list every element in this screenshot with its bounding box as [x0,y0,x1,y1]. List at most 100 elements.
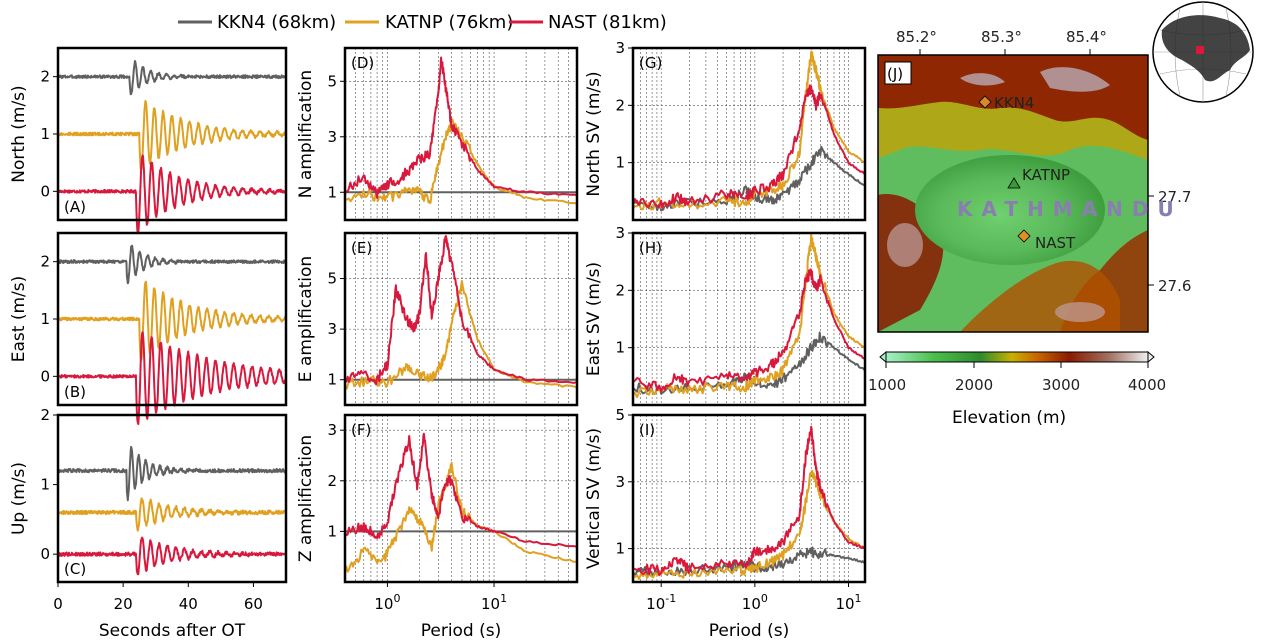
map-panel-label: (J) [887,65,903,83]
x-tick-label: 101 [481,592,507,613]
y-axis-label: East SV (m/s) [584,262,604,376]
legend-label-katnp: KATNP (76km) [385,12,513,33]
x-tick-label: 100 [374,592,400,613]
globe-land [1161,15,1250,82]
y-axis-label: Z amplification [296,435,316,562]
y-tick-label: 2 [615,281,625,299]
y-tick-label: 1 [327,371,337,389]
station-nast: NAST [1017,229,1076,252]
y-axis-label: Vertical SV (m/s) [584,428,604,569]
panel-label: (D) [351,54,374,72]
plot-frame [343,46,579,222]
x-tick-label: 100 [742,592,768,613]
y-tick-label: 3 [327,320,337,338]
y-tick-label: 3 [327,421,337,439]
x-tick-label: 20 [114,595,133,613]
map-southwest-peak [887,223,923,267]
y-axis-label: East (m/s) [9,276,29,363]
station-katnp: KATNP [1007,166,1070,189]
series-line-nast [344,432,578,548]
x-axis-label: Period (s) [709,621,790,641]
y-axis-label: E amplification [296,256,316,382]
panel-b: 0 1 2 (B) East (m/s) [9,231,288,425]
map-panel: 85.2° 85.3° 85.4° 27.7 27.6 (J) KATHMAND… [868,1,1254,428]
y-tick-label: 5 [327,72,337,90]
panel-label: (G) [639,54,662,72]
y-tick-label: 0 [40,182,50,200]
panel-a: 0 1 2 (A) North (m/s) [9,46,288,235]
panel-d: 1 3 5 (D) N amplification [296,46,579,222]
series-line-kkn4 [57,60,287,96]
map-lat-label-2: 27.6 [1158,277,1191,295]
series-line-nast [57,331,287,425]
map-south-peak [1055,302,1105,322]
y-tick-label: 3 [615,224,625,242]
map-lon-label-2: 85.3° [981,28,1022,46]
y-tick-label: 3 [615,39,625,57]
map-panel-label-box [884,61,912,85]
series-line-nast [632,84,866,209]
map-lon-label-1: 85.2° [896,28,937,46]
y-tick-label: 1 [615,154,625,172]
panel-label: (H) [639,239,662,257]
y-tick-label: 1 [40,310,50,328]
plot-frame [631,46,867,222]
panel-f: 1 2 3 100 101 (F) Z amplification Period (s) [296,413,579,641]
y-tick-label: 1 [327,183,337,201]
colorbar-left-extend [879,350,887,364]
panel-label: (F) [351,421,371,439]
colorbar-gradient [885,351,1149,363]
y-axis-label: N amplification [296,70,316,198]
map-frame [877,54,1149,333]
colorbar-tick-label-1: 1000 [868,376,906,394]
y-tick-label: 5 [327,270,337,288]
station-katnp-marker [1007,177,1021,189]
y-tick-label: 0 [40,367,50,385]
panel-e: 1 3 5 (E) E amplification [296,231,579,407]
panel-g: 1 2 3 (G) North SV (m/s) [584,39,867,222]
x-tick-label: 60 [244,595,263,613]
x-axis-label: Period (s) [421,621,502,641]
legend: KKN4 (68km) KATNP (76km) NAST (81km) [178,12,667,33]
y-tick-label: 1 [40,125,50,143]
y-axis-label: North SV (m/s) [584,71,604,196]
elevation-map [878,55,1148,332]
legend-label-kkn4: KKN4 (68km) [217,12,336,33]
series-line-kkn4 [57,244,287,285]
y-tick-label: 1 [615,339,625,357]
y-tick-label: 1 [40,476,50,494]
series-line-nast [632,268,866,393]
station-nast-label: NAST [1035,234,1076,252]
series-line-katnp [57,100,287,171]
plot-frame [343,413,579,584]
series-line-katnp [344,280,578,390]
y-tick-label: 5 [615,406,625,424]
station-nast-marker [1017,229,1031,243]
series-line-nast [344,235,578,386]
legend-item-kkn4: KKN4 (68km) [178,12,336,33]
colorbar-tick-label-2: 2000 [955,376,993,394]
station-kkn4-marker [978,95,992,109]
globe-location-marker [1196,46,1204,54]
y-tick-label: 0 [40,545,50,563]
station-kkn4-label: KKN4 [994,94,1034,112]
x-tick-label: 10-1 [646,592,676,613]
panel-label: (A) [64,198,86,216]
globe-inset [1152,1,1254,103]
colorbar-label: Elevation (m) [952,408,1066,428]
series-line-katnp [632,50,866,211]
series-line-kkn4 [57,445,287,502]
series-line-nast [57,536,287,576]
legend-item-nast: NAST (81km) [509,12,667,33]
panel-label: (E) [351,239,372,257]
panel-h: 1 2 3 (H) East SV (m/s) [584,224,867,407]
plot-frame [631,231,867,407]
series-line-katnp [57,497,287,532]
legend-item-katnp: KATNP (76km) [345,12,513,33]
y-tick-label: 2 [327,472,337,490]
plot-frame [343,231,579,407]
y-axis-label: Up (m/s) [9,462,29,535]
